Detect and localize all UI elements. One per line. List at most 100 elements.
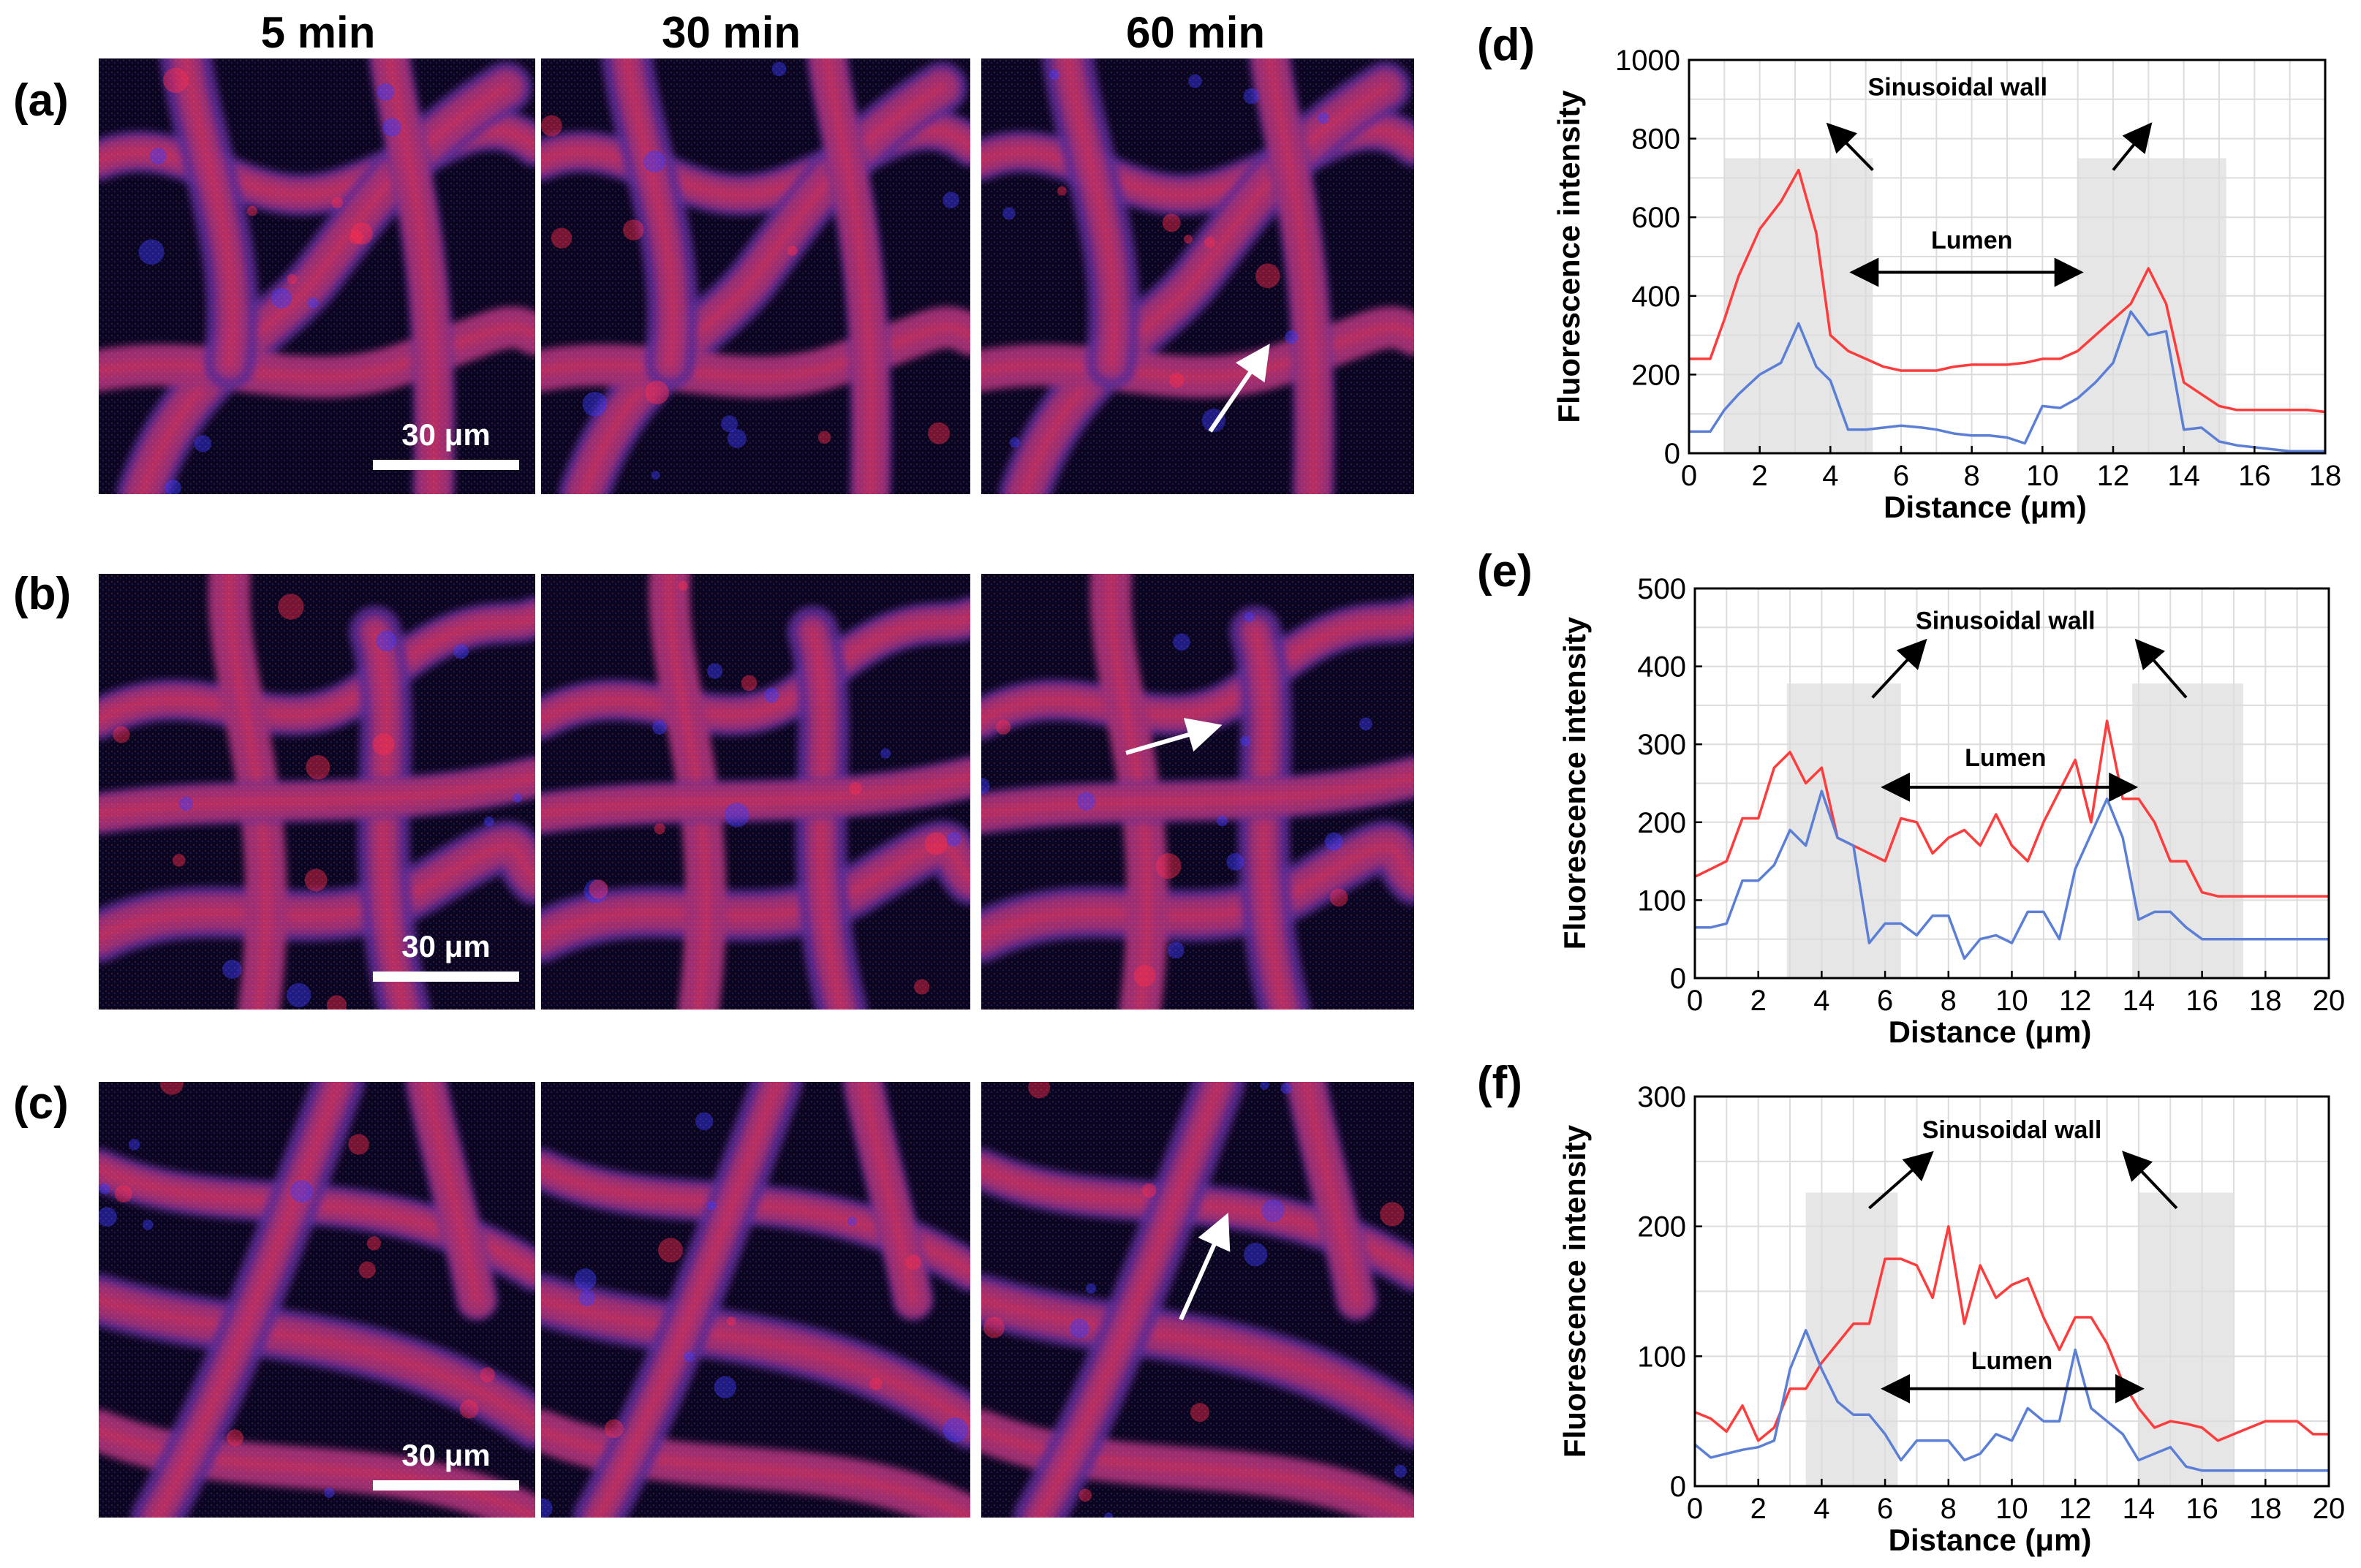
panel-label-1: (e) [1477, 546, 1533, 596]
x-axis-title: Distance (μm) [1889, 1015, 2092, 1049]
micrograph-r2-c2 [541, 574, 970, 1010]
scale-bar-1 [373, 460, 519, 470]
x-tick-label: 8 [1964, 460, 1980, 492]
row-label-a: (a) [13, 75, 69, 126]
x-tick-label: 20 [2313, 985, 2346, 1017]
y-tick-label: 600 [1631, 202, 1680, 234]
series-line-blue [1695, 789, 2329, 961]
scale-bar-2 [373, 972, 519, 982]
wall-arrow-1 [1868, 1151, 1934, 1210]
annotation-lumen: Lumen [1971, 1347, 2052, 1375]
y-tick-label: 100 [1637, 1341, 1686, 1373]
sinusoidal-wall-region-2 [2077, 158, 2226, 453]
x-tick-label: 10 [1995, 985, 2028, 1017]
row-label-c: (c) [13, 1078, 69, 1129]
micrograph-r1-c2 [541, 58, 970, 494]
y-tick-label: 200 [1631, 359, 1680, 391]
x-tick-label: 14 [2123, 985, 2156, 1017]
x-tick-label: 10 [2026, 460, 2059, 492]
x-axis-title: Distance (μm) [1884, 490, 2087, 524]
series-line-red [1689, 168, 2326, 414]
row-label-b: (b) [13, 569, 71, 619]
wall-arrow-2 [2112, 122, 2153, 171]
y-axis-title: Fluorescence intensity [1557, 1124, 1592, 1458]
x-tick-label: 16 [2186, 1493, 2218, 1525]
x-tick-label: 12 [2097, 460, 2130, 492]
x-axis-title: Distance (μm) [1889, 1523, 2092, 1557]
x-tick-label: 2 [1750, 985, 1767, 1017]
wall-arrow-1 [1871, 638, 1927, 699]
y-tick-label: 0 [1664, 438, 1680, 470]
x-tick-label: 12 [2059, 985, 2092, 1017]
x-tick-label: 16 [2238, 460, 2271, 492]
y-axis-title: Fluorescence intensity [1557, 616, 1592, 950]
sinusoidal-wall-region-1 [1805, 1192, 1898, 1486]
scale-bar-label-2: 30 μm [401, 929, 490, 963]
chart-e: (e)0 2 4 6 8 10 12 14 16 18 200100200300400500Dist… [1477, 546, 2345, 1049]
y-tick-label: 100 [1637, 885, 1686, 917]
micrograph-r1-c3 [981, 58, 1414, 494]
annotation-sinusoidal-wall: Sinusoidal wall [1868, 73, 2048, 101]
y-tick-label: 800 [1631, 124, 1680, 156]
y-tick-label: 400 [1637, 651, 1686, 683]
x-tick-label: 4 [1822, 460, 1838, 492]
y-tick-label: 0 [1670, 1471, 1686, 1503]
sinusoidal-wall-region-2 [2138, 1192, 2234, 1486]
x-tick-label: 4 [1813, 985, 1829, 1017]
sinusoidal-wall-region-1 [1786, 683, 1901, 978]
annotation-lumen: Lumen [1965, 744, 2046, 772]
micrograph-r3-c2 [541, 1082, 970, 1518]
x-tick-label: 2 [1752, 460, 1768, 492]
y-tick-label: 400 [1631, 281, 1680, 313]
x-tick-label: 14 [2167, 460, 2200, 492]
plot-frame [1688, 58, 2327, 455]
y-tick-label: 1000 [1615, 45, 1680, 77]
sinusoidal-wall-region-1 [1724, 158, 1873, 453]
x-tick-label: 8 [1941, 985, 1957, 1017]
column-title-5min: 5 min [261, 8, 376, 57]
y-tick-label: 200 [1637, 807, 1686, 839]
series-line-blue [1693, 1329, 2329, 1472]
micrograph-grid: 30 μm 30 μm 30 μm [99, 58, 1414, 1518]
panel-label-2: (f) [1477, 1058, 1522, 1108]
y-tick-label: 200 [1637, 1211, 1686, 1243]
y-tick-label: 300 [1637, 1081, 1686, 1113]
x-tick-label: 10 [1995, 1493, 2028, 1525]
x-tick-label: 14 [2123, 1493, 2156, 1525]
x-tick-label: 6 [1877, 1493, 1893, 1525]
x-tick-label: 18 [2249, 985, 2282, 1017]
x-tick-label: 18 [2309, 460, 2342, 492]
white-arrow-2 [1125, 718, 1223, 755]
wall-arrow-1 [1826, 122, 1874, 172]
x-tick-label: 8 [1941, 1493, 1957, 1525]
chart-d: (d) 0 2 4 6 8 10 12 14 16 18 0 200 400 600 800 1000 Dista… [1477, 20, 2341, 524]
x-tick-label: 6 [1877, 985, 1893, 1017]
x-tick-label: 16 [2186, 985, 2218, 1017]
x-tick-label: 6 [1893, 460, 1909, 492]
micrograph-r2-c3 [981, 574, 1414, 1010]
x-tick-label: 4 [1813, 1493, 1829, 1525]
micrograph-r2-c1 [99, 574, 535, 1010]
annotation-sinusoidal-wall: Sinusoidal wall [1916, 607, 2096, 635]
panel-label-0: (d) [1477, 20, 1535, 70]
annotation-sinusoidal-wall: Sinusoidal wall [1922, 1116, 2102, 1144]
x-tick-label: 0 [1681, 460, 1697, 492]
micrograph-r3-c3 [981, 1082, 1414, 1518]
x-tick-label: 20 [2313, 1493, 2346, 1525]
y-tick-label: 300 [1637, 729, 1686, 761]
series-line-red [1694, 719, 2329, 898]
micrograph-r1-c1 [99, 58, 535, 494]
wall-arrow-2 [2122, 1151, 2178, 1210]
sinusoidal-wall-region-2 [2132, 683, 2243, 978]
y-axis-title: Fluorescence intensity [1552, 90, 1586, 423]
scale-bar-label-3: 30 μm [401, 1438, 490, 1472]
series-line-blue [1689, 310, 2325, 453]
wall-arrow-2 [2134, 638, 2188, 699]
scale-bar-3 [373, 1480, 519, 1491]
x-tick-label: 0 [1687, 1493, 1703, 1525]
column-title-30min: 30 min [662, 8, 801, 57]
scale-bar-label-1: 30 μm [401, 417, 490, 452]
y-tick-label: 500 [1637, 573, 1686, 605]
